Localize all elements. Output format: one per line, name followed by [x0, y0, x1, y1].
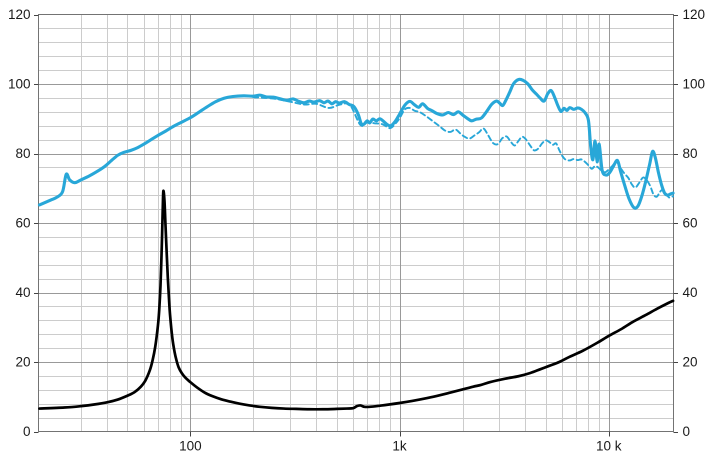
y-axis-tick-label-left: 40: [15, 285, 30, 300]
x-axis-tick-label: 1k: [392, 439, 407, 454]
y-axis-tick-label-left: 100: [8, 77, 31, 92]
y-axis-tick-label-right: 80: [683, 146, 698, 161]
y-axis-tick-label-left: 20: [15, 355, 30, 370]
spl-off-axis-dashed-curve: [252, 96, 674, 199]
y-axis-tick-label-right: 120: [683, 7, 706, 22]
impedance-curve: [38, 189, 675, 411]
y-axis-tick-label-left: 120: [8, 7, 31, 22]
x-axis-tick-label: 10 k: [596, 439, 622, 454]
y-axis-tick-label-right: 20: [683, 355, 698, 370]
y-axis-tick-label-left: 60: [15, 216, 30, 231]
y-axis-tick-label-left: 80: [15, 146, 30, 161]
y-axis-tick-label-left: 0: [23, 424, 31, 439]
y-axis-tick-label-right: 0: [683, 424, 691, 439]
y-axis-tick-label-right: 100: [683, 77, 706, 92]
y-axis-tick-label-right: 60: [683, 216, 698, 231]
x-axis-tick-label: 100: [179, 439, 202, 454]
y-axis-tick-label-right: 40: [683, 285, 698, 300]
spl-on-axis-solid-curve: [37, 77, 675, 210]
